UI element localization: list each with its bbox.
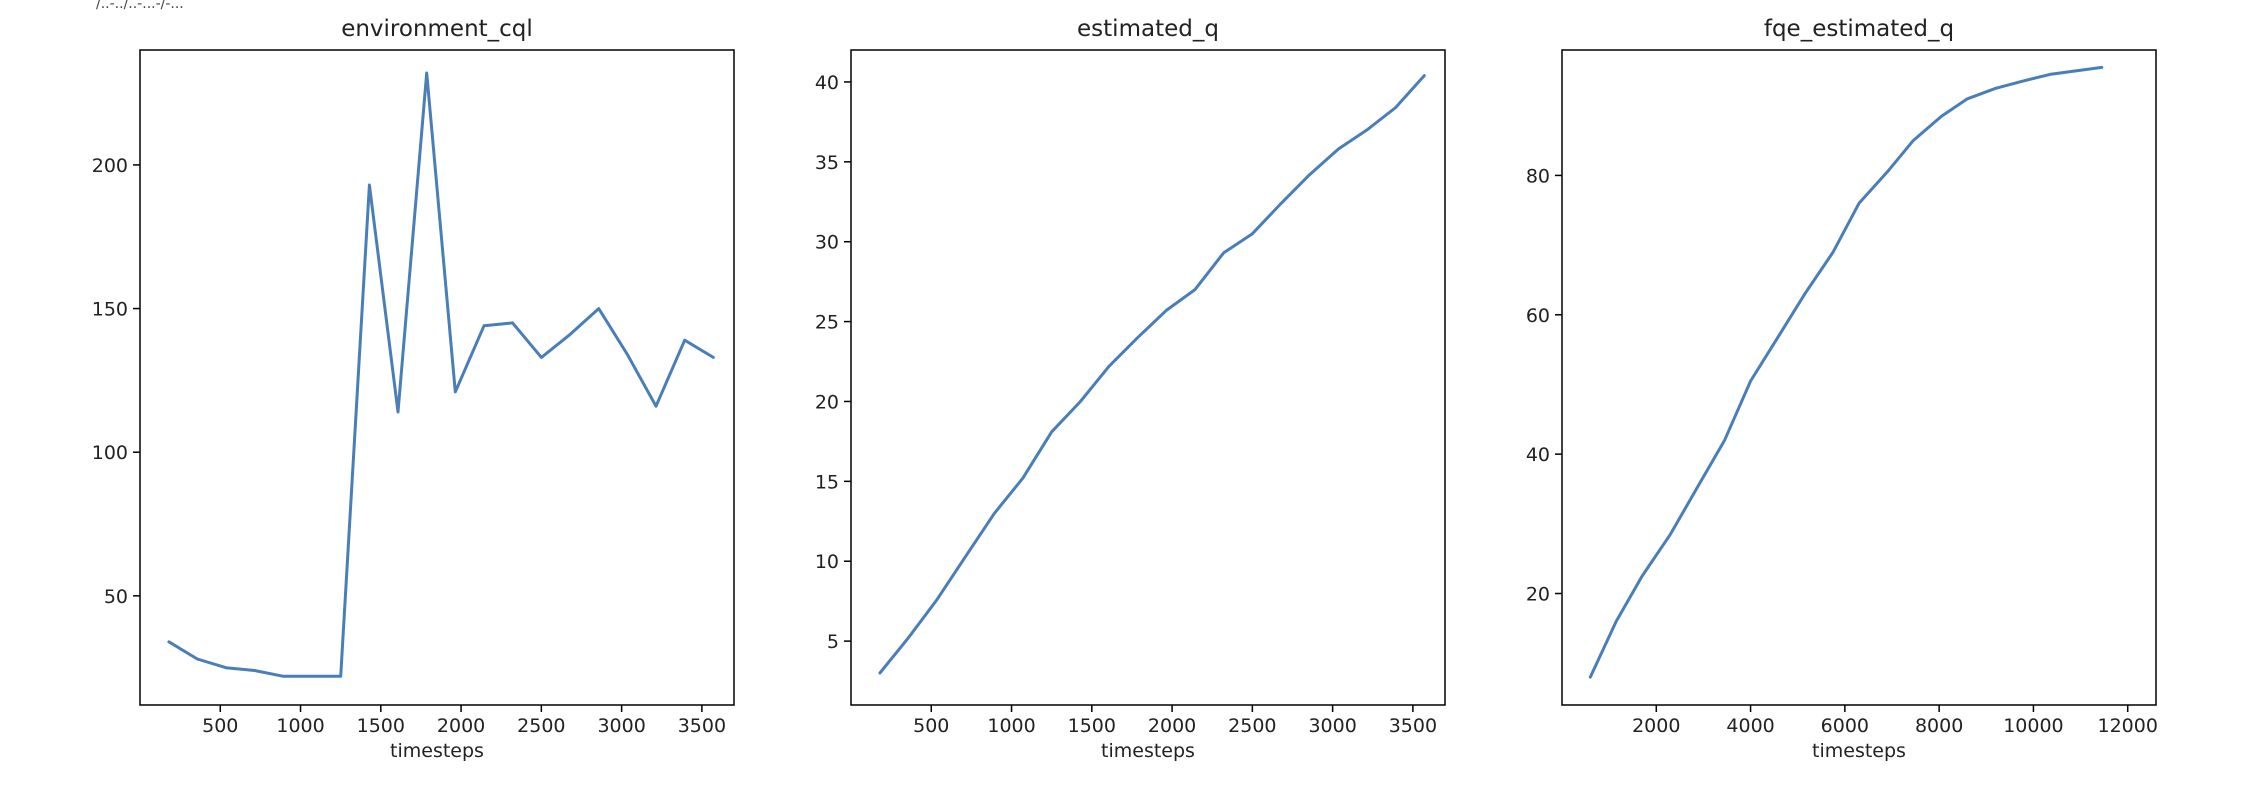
fqe-estimated-q-x-tick-label: 10000 <box>2003 715 2063 737</box>
estimated-q-x-tick-label: 2500 <box>1228 715 1276 737</box>
environment-cql-x-tick-label: 2000 <box>437 715 485 737</box>
fqe-estimated-q-series-line <box>1588 65 2104 679</box>
estimated-q-x-tick-label: 3500 <box>1389 715 1437 737</box>
estimated-q-x-tick-label: 2000 <box>1148 715 1196 737</box>
fqe-estimated-q-x-axis-label: timesteps <box>1812 740 1906 762</box>
estimated-q-plot-frame <box>850 49 1446 706</box>
fqe-estimated-q-x-tick-label: 2000 <box>1632 715 1680 737</box>
fqe-estimated-q-plot-frame <box>1561 49 2157 706</box>
environment-cql-series-line <box>167 71 715 678</box>
environment-cql-y-tick-label: 50 <box>104 586 128 608</box>
fqe-estimated-q-x-tick-label: 4000 <box>1726 715 1774 737</box>
fqe-estimated-q-x-tick-label: 6000 <box>1821 715 1869 737</box>
subplot-environment-cql: environment_cql 500 1000 1500 2000 2500 3000 35… <box>92 16 735 762</box>
estimated-q-x-tick-label: 1000 <box>987 715 1035 737</box>
estimated-q-x-tick-label: 3000 <box>1308 715 1356 737</box>
estimated-q-x-axis-label: timesteps <box>1101 740 1195 762</box>
subplot-estimated-q: estimated_q 500 1000 1500 2000 2500 3000 3500 5 1… <box>815 16 1446 762</box>
estimated-q-y-tick-label: 25 <box>815 312 839 334</box>
environment-cql-x-tick-label: 3500 <box>678 715 726 737</box>
estimated-q-title: estimated_q <box>1077 16 1219 42</box>
fqe-estimated-q-x-tick-label: 8000 <box>1915 715 1963 737</box>
estimated-q-y-tick-label: 35 <box>815 152 839 174</box>
environment-cql-y-tick-label: 100 <box>92 442 128 464</box>
environment-cql-x-tick-label: 1000 <box>276 715 324 737</box>
estimated-q-y-tick-label: 5 <box>827 631 839 653</box>
estimated-q-x-tick-label: 500 <box>913 715 949 737</box>
estimated-q-x-tick-label: 1500 <box>1068 715 1116 737</box>
estimated-q-y-tick-label: 40 <box>815 72 839 94</box>
subplot-fqe-estimated-q: fqe_estimated_q 2000 4000 6000 8000 10000 1200… <box>1526 16 2158 762</box>
fqe-estimated-q-y-tick-label: 60 <box>1526 305 1550 327</box>
fqe-estimated-q-x-tick-label: 12000 <box>2097 715 2157 737</box>
fqe-estimated-q-y-tick-label: 20 <box>1526 584 1550 606</box>
environment-cql-title: environment_cql <box>341 16 533 42</box>
environment-cql-x-tick-label: 3000 <box>597 715 645 737</box>
estimated-q-y-tick-label: 30 <box>815 232 839 254</box>
fqe-estimated-q-y-tick-label: 80 <box>1526 165 1550 187</box>
environment-cql-y-tick-label: 150 <box>92 299 128 321</box>
environment-cql-x-tick-label: 2500 <box>517 715 565 737</box>
environment-cql-plot-frame <box>139 49 735 706</box>
estimated-q-y-tick-label: 20 <box>815 391 839 413</box>
environment-cql-x-tick-label: 500 <box>202 715 238 737</box>
fqe-estimated-q-title: fqe_estimated_q <box>1764 16 1954 42</box>
estimated-q-series-line <box>878 74 1426 675</box>
estimated-q-y-tick-label: 15 <box>815 471 839 493</box>
header-fragment: /..-../..-...-/-... <box>96 0 184 12</box>
fqe-estimated-q-y-tick-label: 40 <box>1526 444 1550 466</box>
environment-cql-x-tick-label: 1500 <box>357 715 405 737</box>
environment-cql-y-tick-label: 200 <box>92 155 128 177</box>
estimated-q-y-tick-label: 10 <box>815 551 839 573</box>
environment-cql-x-axis-label: timesteps <box>390 740 484 762</box>
